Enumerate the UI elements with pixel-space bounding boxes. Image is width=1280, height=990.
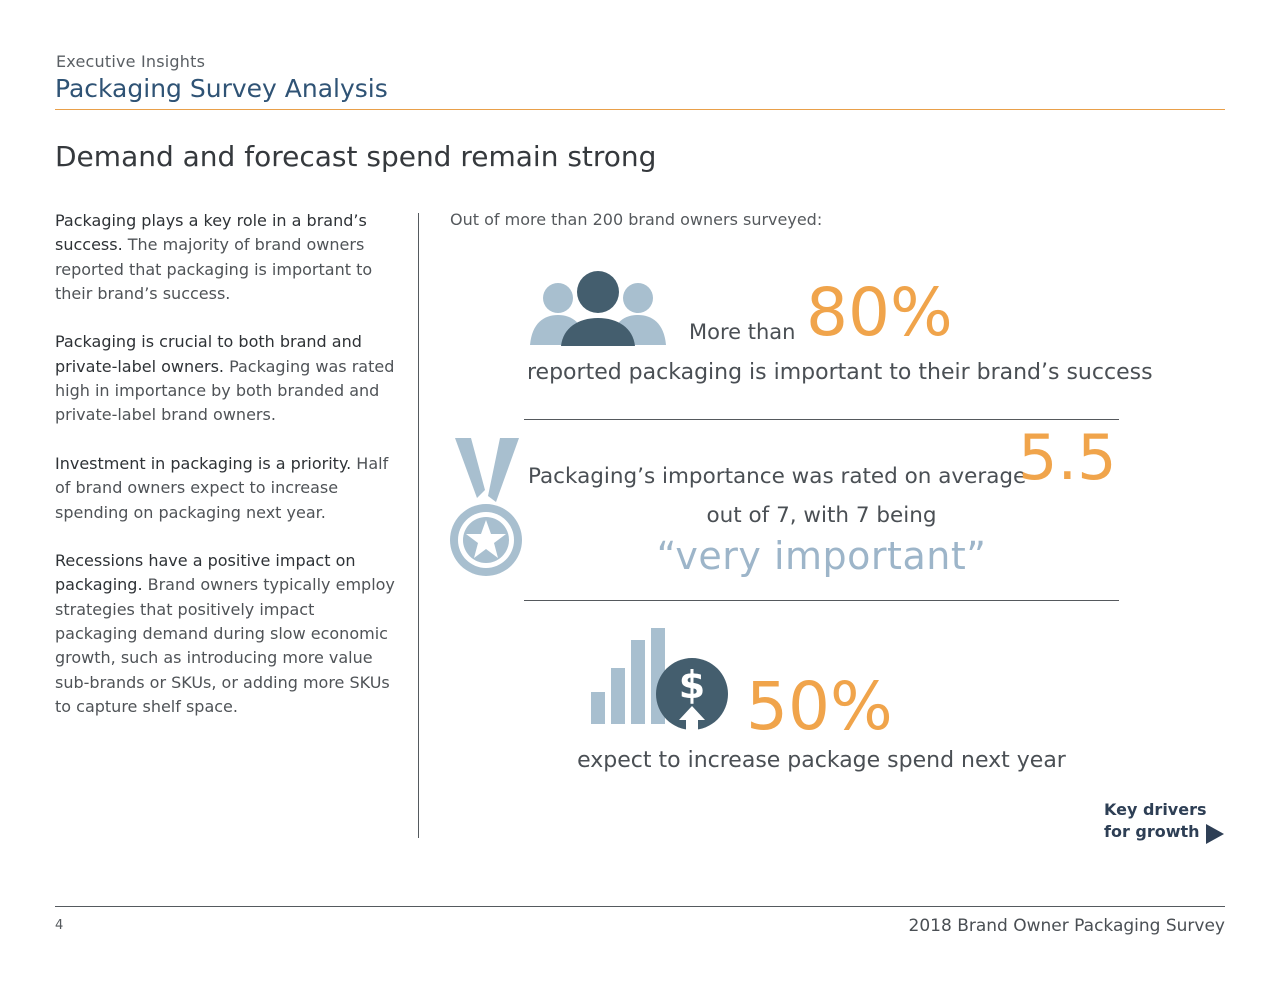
stat2-text: Packaging’s importance was rated on aver… [528, 464, 1027, 489]
column-divider [418, 213, 419, 838]
stat1-prefix: More than [689, 320, 796, 344]
paragraph-lead: Packaging plays a key role in a brand’s … [55, 211, 367, 255]
stat-divider [524, 419, 1119, 420]
footer-title: 2018 Brand Owner Packaging Survey [908, 916, 1225, 936]
paragraph-lead: Investment in packaging is a priority. [55, 453, 352, 473]
stat2-quote: “very important” [656, 534, 987, 578]
bar-chart-dollar-up-icon: $ [591, 628, 728, 732]
stat3-value: 50% [746, 668, 893, 745]
paragraph-crucial: Packaging is crucial to both brand and p… [55, 330, 395, 427]
page-headline: Demand and forecast spend remain strong [55, 140, 657, 173]
survey-intro: Out of more than 200 brand owners survey… [450, 210, 823, 229]
page-number: 4 [55, 918, 64, 933]
key-drivers-line1[interactable]: Key drivers [1104, 800, 1207, 819]
document-title: Packaging Survey Analysis [55, 74, 388, 103]
people-group-icon [530, 271, 666, 346]
stat2-scale-text: out of 7, with 7 being [706, 503, 937, 528]
paragraph-key-role: Packaging plays a key role in a brand’s … [55, 209, 395, 306]
paragraph-body: Half of brand owners expect to increase … [55, 453, 389, 522]
stat2-value: 5.5 [1018, 421, 1117, 494]
eyebrow-label: Executive Insights [56, 52, 206, 71]
paragraph-lead: Packaging is crucial to both brand and p… [55, 332, 362, 376]
key-drivers-line2[interactable]: for growth [1104, 822, 1200, 841]
paragraph-investment: Investment in packaging is a priority. H… [55, 452, 395, 525]
stat1-value: 80% [806, 274, 953, 351]
left-column: Packaging plays a key role in a brand’s … [55, 209, 395, 744]
stat-divider [524, 600, 1119, 601]
medal-icon [450, 438, 522, 576]
paragraph-body: The majority of brand owners reported th… [55, 235, 373, 303]
stat3-caption: expect to increase package spend next ye… [577, 748, 1066, 773]
paragraph-lead: Recessions have a positive impact on pac… [55, 551, 356, 595]
arrow-right-icon[interactable] [1206, 824, 1226, 844]
svg-text:$: $ [679, 663, 705, 707]
stat1-caption: reported packaging is important to their… [527, 360, 1153, 385]
paragraph-recessions: Recessions have a positive impact on pac… [55, 549, 395, 719]
key-drivers-link[interactable]: Key drivers for growth [1104, 799, 1207, 843]
header-rule [55, 109, 1225, 110]
paragraph-body: Brand owners typically employ strategies… [55, 575, 395, 716]
paragraph-body: Packaging was rated high in importance b… [55, 356, 395, 425]
footer-rule [55, 906, 1225, 907]
